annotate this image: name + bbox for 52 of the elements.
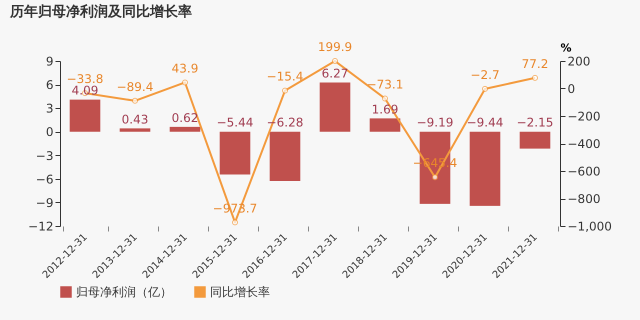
data-label: −2.7 [470, 68, 500, 82]
point [332, 58, 338, 64]
y-tick-label: 6 [46, 78, 54, 92]
y-tick-label: −3 [36, 148, 54, 163]
point [532, 74, 538, 81]
point [432, 174, 438, 180]
data-label: 6.27 [322, 66, 348, 80]
y-tick-label: −12 [28, 220, 54, 234]
y2-tick-label: −200 [568, 110, 600, 124]
bar [170, 126, 200, 132]
y-tick-label: −6 [36, 172, 54, 186]
y2-tick-label: −1,000 [568, 220, 612, 234]
data-label: 4.09 [72, 84, 98, 98]
bar [370, 118, 400, 132]
data-label: −5.44 [216, 116, 254, 130]
data-label: 43.9 [172, 61, 198, 76]
bar [70, 100, 100, 132]
point [282, 88, 288, 94]
bar [220, 132, 250, 174]
y2-tick-label: 200 [568, 54, 590, 68]
data-label: −2.15 [516, 116, 554, 130]
y2-tick-label: −600 [568, 164, 600, 178]
y-tick-label: 0 [46, 125, 54, 140]
data-label: 199.9 [318, 40, 352, 54]
point [382, 96, 388, 102]
point [182, 79, 188, 86]
data-label: −33.8 [66, 72, 104, 86]
data-label: −9.19 [416, 116, 454, 130]
y2-tick-label: −400 [568, 137, 600, 151]
bar [470, 132, 500, 206]
data-label: −9.44 [466, 116, 504, 130]
legend-label: 归母净利润（亿） [76, 285, 172, 299]
bar [270, 132, 300, 182]
point [482, 86, 488, 92]
data-label: −73.1 [366, 78, 404, 92]
legend-label: 同比增长率 [210, 285, 270, 299]
y-tick-label: 3 [46, 102, 54, 116]
point [132, 98, 138, 104]
y-tick-label: −9 [36, 196, 54, 210]
bar [520, 132, 550, 149]
y2-tick-label: 0 [568, 82, 576, 96]
y2-axis-title: % [560, 42, 572, 54]
data-label: 0.62 [172, 110, 198, 125]
chart-title: 历年归母净利润及同比增长率 [9, 3, 192, 20]
data-label: −15.4 [266, 70, 304, 84]
data-label: −89.4 [116, 80, 154, 94]
data-label: 0.43 [122, 112, 148, 126]
y2-tick-label: −800 [568, 192, 600, 206]
bar [120, 128, 150, 132]
bar [320, 82, 350, 132]
data-label: 77.2 [522, 56, 548, 71]
y-tick-label: 9 [46, 54, 54, 68]
